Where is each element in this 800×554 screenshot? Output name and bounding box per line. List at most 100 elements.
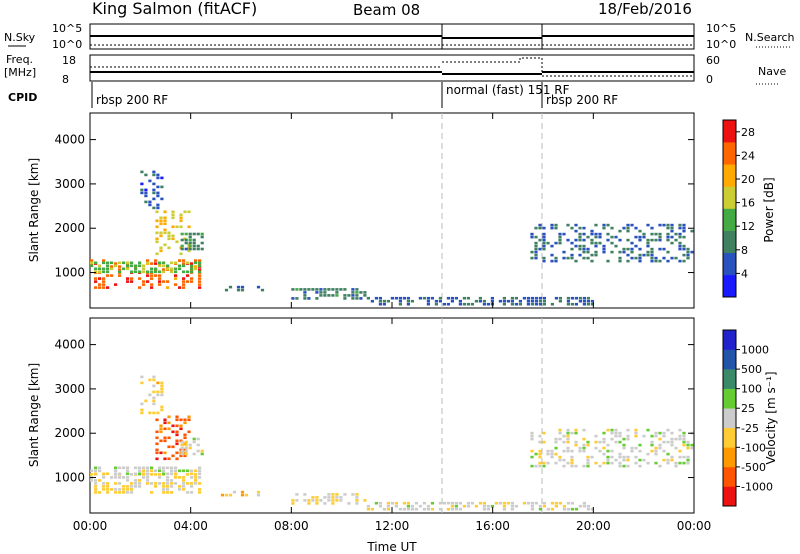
echo-cell xyxy=(190,485,194,488)
echo-cell xyxy=(466,504,470,508)
echo-cell xyxy=(406,501,410,505)
echo-cell xyxy=(138,469,142,473)
echo-cell xyxy=(562,256,566,260)
echo-cell xyxy=(160,387,164,391)
echo-cell xyxy=(186,270,190,274)
echo-cell xyxy=(626,458,630,462)
echo-cell xyxy=(94,286,98,289)
echo-cell xyxy=(390,296,394,300)
echo-cell xyxy=(602,244,606,248)
echo-cell xyxy=(183,418,187,422)
echo-cell xyxy=(386,501,390,505)
echo-cell xyxy=(184,232,188,236)
echo-cell xyxy=(438,501,442,505)
echo-cell xyxy=(630,449,634,453)
echo-cell xyxy=(150,466,154,470)
echo-cell xyxy=(146,472,150,476)
echo-cell xyxy=(670,455,674,459)
echo-cell xyxy=(678,437,682,441)
echo-cell xyxy=(142,476,146,479)
echo-cell xyxy=(144,188,148,192)
echo-cell xyxy=(570,247,574,251)
echo-cell xyxy=(152,396,156,400)
echo-cell xyxy=(622,443,626,447)
echo-cell xyxy=(478,296,482,300)
echo-cell xyxy=(394,504,398,508)
echo-cell xyxy=(590,253,594,257)
echo-cell xyxy=(187,418,191,422)
echo-cell xyxy=(390,501,394,505)
echo-cell xyxy=(634,226,638,230)
echo-cell xyxy=(159,231,163,235)
echo-cell xyxy=(102,482,106,485)
echo-cell xyxy=(366,507,370,511)
echo-cell xyxy=(182,280,186,283)
echo-cell xyxy=(666,232,670,236)
echo-cell xyxy=(170,491,174,494)
colorbar-tick-label: 28 xyxy=(741,126,755,139)
echo-cell xyxy=(174,270,178,274)
echo-cell xyxy=(542,241,546,245)
echo-cell xyxy=(194,482,198,485)
colorbar-tick-label: 16 xyxy=(741,197,755,210)
echo-cell xyxy=(550,455,554,459)
echo-cell xyxy=(610,241,614,245)
echo-cell xyxy=(126,277,130,280)
echo-cell xyxy=(156,390,160,394)
echo-cell xyxy=(180,232,184,236)
echo-cell xyxy=(126,488,130,491)
power-panel: 1000 2000 3000 4000 Slant Range [km] 4 8 12 16… xyxy=(27,112,776,309)
echo-cell xyxy=(363,499,367,502)
echo-cell xyxy=(194,473,198,476)
echo-cell xyxy=(162,466,166,470)
echo-cell xyxy=(183,421,187,425)
echo-cell xyxy=(194,267,198,271)
echo-cell xyxy=(686,253,690,257)
echo-cell xyxy=(578,253,582,257)
echo-cell xyxy=(240,493,245,497)
echo-cell xyxy=(542,238,546,242)
x-tick-label: 20:00 xyxy=(576,519,611,533)
echo-cell xyxy=(366,296,370,300)
echo-cell xyxy=(542,299,546,303)
echo-cell xyxy=(174,472,178,476)
echo-cell xyxy=(626,428,630,432)
echo-cell xyxy=(546,461,550,465)
echo-cell xyxy=(614,428,618,432)
echo-cell xyxy=(194,261,198,265)
echo-cell xyxy=(94,466,98,470)
echo-cell xyxy=(148,179,152,183)
echo-cell xyxy=(542,296,546,300)
echo-cell xyxy=(94,488,98,491)
echo-cell xyxy=(426,302,430,306)
echo-cell xyxy=(171,237,175,241)
echo-cell xyxy=(654,431,658,435)
echo-cell xyxy=(118,274,122,277)
echo-cell xyxy=(562,449,566,453)
echo-cell xyxy=(142,280,146,283)
echo-cell xyxy=(578,235,582,239)
echo-cell xyxy=(438,299,442,303)
colorbar-swatch xyxy=(723,486,736,507)
echo-cell xyxy=(562,440,566,444)
freq-tick-top: 18 xyxy=(62,54,76,67)
echo-cell xyxy=(158,277,162,280)
echo-cell xyxy=(586,455,590,459)
echo-cell xyxy=(160,393,164,397)
echo-cell xyxy=(134,479,138,482)
echo-cell xyxy=(114,482,118,485)
echo-cell xyxy=(550,226,554,230)
echo-cell xyxy=(610,431,614,435)
echo-cell xyxy=(626,223,630,227)
power-y-ticks: 1000 2000 3000 4000 xyxy=(54,133,694,280)
echo-cell xyxy=(122,466,126,470)
y-tick-label: 3000 xyxy=(54,177,85,191)
echo-cell xyxy=(538,299,542,303)
echo-cell xyxy=(398,299,402,303)
echo-cell xyxy=(140,411,144,415)
echo-cell xyxy=(138,466,142,470)
cpid-segment-1: rbsp 200 RF xyxy=(96,93,168,107)
echo-cell xyxy=(170,469,174,473)
echo-cell xyxy=(574,229,578,233)
colorbar-swatch xyxy=(723,349,736,370)
